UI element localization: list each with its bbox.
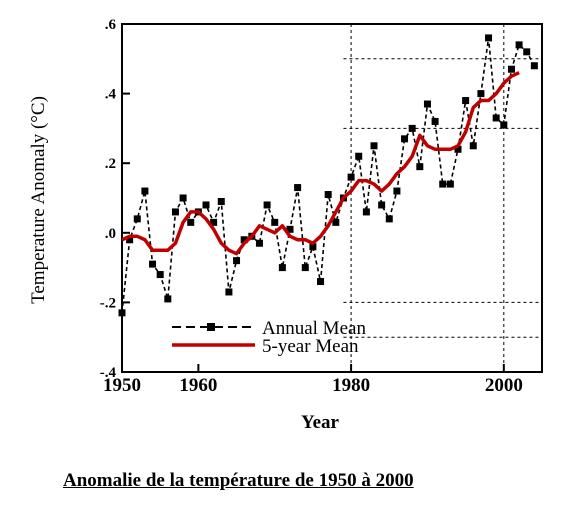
annual-mean-point xyxy=(423,100,431,108)
annual-mean-point xyxy=(477,90,485,98)
annual-mean-point xyxy=(431,117,439,125)
annual-mean-point xyxy=(255,239,263,247)
annual-mean-point xyxy=(233,257,241,265)
annual-mean-point xyxy=(385,215,393,223)
x-tick-label: 1950 xyxy=(103,375,141,396)
annual-mean-point xyxy=(408,124,416,132)
annual-mean-point xyxy=(515,41,523,49)
y-tick-label: -.2 xyxy=(100,295,116,311)
annual-mean-point xyxy=(294,184,302,192)
annual-mean-point xyxy=(347,173,355,181)
annual-mean-point xyxy=(492,114,500,122)
y-tick-label: .6 xyxy=(105,17,117,33)
annual-mean-point xyxy=(462,97,470,105)
annual-mean-point xyxy=(225,288,233,296)
annual-mean-point xyxy=(141,187,149,195)
legend-5yr-label: 5-year Mean xyxy=(262,336,359,357)
y-tick-label: .2 xyxy=(105,156,116,172)
plot-frame xyxy=(121,23,543,373)
annual-mean-point xyxy=(210,218,218,226)
annual-mean-point xyxy=(370,142,378,150)
annual-mean-point xyxy=(332,218,340,226)
annual-mean-point xyxy=(133,215,141,223)
annual-mean-point xyxy=(278,264,286,272)
y-axis-ticks: -.4 -.2 .0 .2 .4 .6 xyxy=(100,17,130,381)
grid-lines xyxy=(343,24,542,372)
x-tick-label: 1960 xyxy=(179,375,217,396)
annual-mean-point xyxy=(469,142,477,150)
x-tick-label: 2000 xyxy=(485,375,523,396)
annual-mean-point xyxy=(240,236,248,244)
x-tick-label: 1980 xyxy=(332,375,370,396)
temperature-anomaly-chart: -.4 -.2 .0 .2 .4 .6 1950 1960 1980 2000 Annual M… xyxy=(28,17,543,433)
five-year-mean-line xyxy=(121,71,520,256)
series-annual-mean xyxy=(118,34,538,317)
annual-mean-point xyxy=(118,309,126,317)
annual-mean-point xyxy=(446,180,454,188)
annual-mean-line xyxy=(121,37,536,313)
annual-mean-point xyxy=(378,201,386,209)
y-axis-label: Temperature Anomaly (°C) xyxy=(28,96,49,304)
x-axis-label: Year xyxy=(301,412,340,433)
annual-mean-point xyxy=(454,145,462,153)
annual-mean-point xyxy=(530,62,538,70)
annual-mean-point xyxy=(439,180,447,188)
annual-mean-point xyxy=(317,278,325,286)
annual-mean-point xyxy=(263,201,271,209)
annual-mean-point xyxy=(179,194,187,202)
annual-mean-point xyxy=(271,218,279,226)
annual-mean-point xyxy=(485,34,493,42)
annual-mean-point xyxy=(187,218,195,226)
series-5-year-mean xyxy=(121,71,520,256)
annual-mean-point xyxy=(401,135,409,143)
annual-mean-point xyxy=(164,295,172,303)
annual-mean-point xyxy=(309,243,317,251)
annual-mean-point xyxy=(393,187,401,195)
annual-mean-point xyxy=(171,208,179,216)
annual-mean-point xyxy=(355,152,363,160)
annual-mean-point xyxy=(416,163,424,171)
annual-mean-point xyxy=(523,48,531,56)
legend: Annual Mean 5-year Mean xyxy=(172,318,366,357)
annual-mean-point xyxy=(217,197,225,205)
annual-mean-point xyxy=(500,121,508,129)
annual-mean-point xyxy=(149,260,157,268)
annual-mean-point xyxy=(362,208,370,216)
y-tick-label: -.4 xyxy=(100,365,117,381)
annual-mean-point xyxy=(301,264,309,272)
y-tick-label: .0 xyxy=(105,226,116,242)
x-axis-ticks: 1950 1960 1980 2000 xyxy=(103,364,523,396)
figure-caption: Anomalie de la température de 1950 à 200… xyxy=(63,470,414,491)
y-tick-label: .4 xyxy=(105,87,117,103)
annual-mean-point xyxy=(507,65,515,73)
annual-mean-point xyxy=(324,191,332,199)
annual-mean-point xyxy=(156,271,164,279)
annual-mean-point xyxy=(126,236,134,244)
annual-mean-point xyxy=(286,225,294,233)
annual-mean-point xyxy=(202,201,210,209)
legend-annual-marker xyxy=(207,323,215,331)
legend-annual-label: Annual Mean xyxy=(262,318,366,339)
